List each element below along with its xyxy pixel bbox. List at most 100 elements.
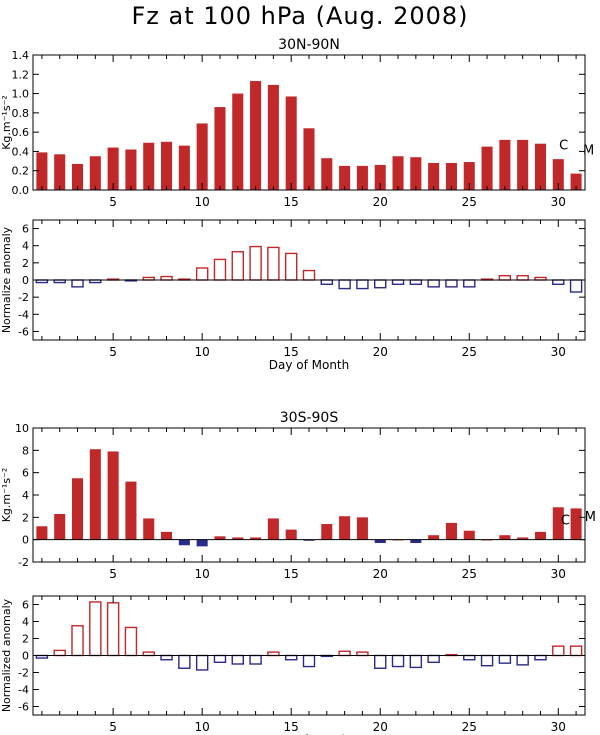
sh-flux-bar-day-8 [161,531,173,540]
sh-flux-bar-day-3 [71,478,84,540]
nh-flux-bar-day-22 [410,157,422,190]
sh-flux-bar-day-22 [410,539,422,544]
nh-anomaly-xtick-label-25: 25 [462,345,477,359]
nh-flux-bar-day-29 [534,143,547,190]
sh-anomaly-bar-day-10 [195,654,209,671]
sh-anomaly-bar-day-6 [124,626,138,657]
sh-flux-xtick-label-5: 5 [109,567,117,581]
sh-flux-bar-day-19 [356,517,368,540]
nh-flux-bar-day-20 [374,164,386,190]
sh-anomaly-bar-day-19 [356,651,369,657]
nh-anomaly-bar-day-12 [231,251,244,281]
sh-flux-bar-day-14 [267,518,279,540]
nh-anomaly-bar-day-20 [374,279,387,289]
sh-anomaly-ytick-label-5: 4 [22,616,29,629]
nh-flux-annotation-c: C [559,139,568,154]
sh-flux-bar-day-16 [303,539,315,541]
sh-anomaly-bar-day-7 [142,651,155,657]
sh-flux-title: 30S-90S [280,410,339,426]
nh-anomaly-bar-day-27 [498,275,512,281]
nh-anomaly-bar-day-15 [284,252,298,281]
sh-flux-xtick-label-10: 10 [195,567,210,581]
sh-anomaly-bar-day-21 [391,654,405,668]
sh-anomaly-bar-day-29 [534,654,547,661]
sh-anomaly-bar-day-23 [427,654,440,663]
sh-flux-bar-day-7 [143,518,155,540]
nh-anomaly-bar-day-30 [552,279,565,285]
nh-flux-ylabel: Kg.m⁻¹s⁻² [0,95,13,150]
sh-flux-bar-day-4 [89,449,101,540]
nh-anomaly-bar-day-28 [516,275,529,281]
nh-anomaly-ytick-label-1: -4 [18,308,29,321]
sh-flux-bar-day-15 [285,529,297,540]
sh-flux-ytick-label-2: 2 [22,511,29,524]
sh-flux-xtick-label-15: 15 [284,567,299,581]
nh-flux-bar-day-9 [178,145,190,190]
sh-flux-bar-day-11 [214,536,226,540]
sh-anomaly-ylabel: Normalized anomaly [0,598,13,712]
sh-anomaly-bar-day-26 [480,654,494,667]
nh-flux-ytick-label-2: 0.4 [12,145,30,158]
sh-anomaly-xtick-label-10: 10 [195,720,210,734]
nh-flux-bar-day-19 [356,165,368,190]
sh-flux-bar-day-17 [321,524,333,540]
sh-anomaly-bar-day-30 [552,645,565,657]
nh-anomaly-xtick-label-10: 10 [195,345,210,359]
nh-flux-bar-day-11 [214,107,226,190]
sh-flux-xtick-label-30: 30 [551,567,566,581]
nh-flux-bar-day-16 [303,128,315,190]
nh-anomaly-xlabel: Day of Month [269,358,350,372]
sh-flux-annotation-m: M [585,510,596,525]
sh-flux-ytick-label-5: 8 [22,444,29,457]
nh-anomaly-bar-day-13 [249,245,262,281]
sh-anomaly-bar-day-11 [213,654,227,663]
sh-anomaly-xtick-label-5: 5 [109,720,117,734]
nh-flux-ytick-label-1: 0.2 [12,165,30,178]
sh-flux-ytick-label-3: 4 [22,489,29,502]
nh-flux-ytick-label-6: 1.2 [12,68,30,81]
nh-anomaly-xtick-label-15: 15 [284,345,299,359]
nh-flux-xtick-label-20: 20 [373,195,388,209]
sh-anomaly-bar-day-14 [267,651,280,657]
sh-anomaly-ytick-label-6: 6 [22,599,29,612]
nh-flux-bar-day-10 [196,123,208,190]
nh-flux-bar-day-28 [517,139,529,190]
sh-anomaly-xtick-label-30: 30 [551,720,566,734]
sh-anomaly-bar-day-27 [498,654,512,664]
sh-flux-bar-day-1 [36,526,48,540]
nh-flux-ytick-label-7: 1.4 [12,49,30,62]
nh-flux-bar-day-31 [570,173,582,190]
sh-anomaly-bar-day-16 [302,654,316,668]
nh-flux-xtick-label-5: 5 [109,195,117,209]
nh-flux-bar-day-12 [232,93,244,190]
sh-flux-bar-day-29 [534,531,547,540]
nh-anomaly-bar-day-8 [160,275,173,281]
nh-anomaly-ytick-label-4: 2 [22,257,29,270]
nh-flux-bar-day-6 [125,149,137,190]
sh-flux-bar-day-13 [250,537,262,540]
sh-anomaly-bar-day-12 [231,654,244,665]
nh-flux-bar-day-3 [71,163,84,190]
nh-flux-annotation-m: M [583,144,594,159]
sh-flux-ytick-label-0: -2 [18,556,29,569]
nh-flux-bar-day-4 [89,156,101,190]
sh-flux-bar-day-23 [428,535,440,540]
nh-flux-bar-day-5 [107,147,119,190]
sh-anomaly-bar-day-9 [178,654,191,669]
nh-flux-bar-day-27 [499,139,511,190]
nh-flux-bar-day-30 [552,159,564,190]
sh-anomaly-bar-day-22 [409,654,423,669]
nh-anomaly-bar-day-19 [356,279,369,290]
sh-anomaly-bar-day-18 [338,650,351,657]
nh-flux-bar-day-8 [161,141,173,190]
sh-flux-xtick-label-20: 20 [373,567,388,581]
nh-anomaly-ytick-label-3: 0 [22,274,29,287]
nh-flux-bar-day-1 [36,152,48,190]
nh-anomaly-ytick-label-0: -6 [18,325,29,338]
sh-anomaly-bar-day-20 [374,654,387,669]
sh-anomaly-xtick-label-15: 15 [284,720,299,734]
sh-anomaly-ytick-label-0: -6 [18,701,29,714]
nh-flux-bar-day-26 [481,146,493,190]
sh-anomaly-ytick-label-1: -4 [18,684,29,697]
